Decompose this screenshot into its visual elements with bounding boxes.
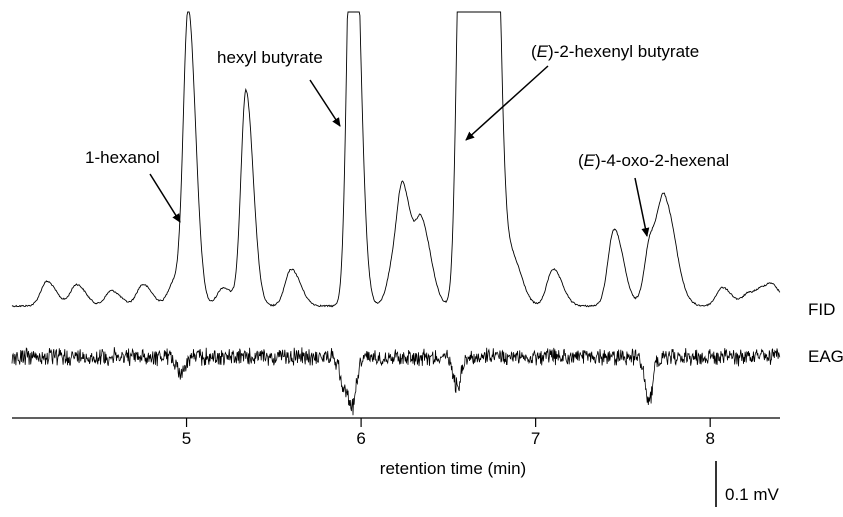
arrow-hexyl-butyrate — [309, 79, 341, 127]
annotation-hexyl-butyrate: hexyl butyrate — [217, 48, 323, 67]
annotation-e-2-italic-e: E — [537, 42, 549, 61]
trace-label-eag: EAG — [808, 347, 843, 366]
x-tick-label: 6 — [356, 429, 365, 448]
scale-bar-label: 0.1 mV — [725, 485, 780, 504]
trace-label-fid: FID — [808, 300, 835, 319]
arrow-e-2-hexenyl-butyrate — [465, 65, 549, 141]
x-tick-label: 5 — [182, 429, 191, 448]
x-tick-label: 7 — [531, 429, 540, 448]
x-axis-title: retention time (min) — [380, 459, 526, 478]
x-tick-label: 8 — [705, 429, 714, 448]
arrow-1-hexanol — [149, 173, 181, 223]
annotation-e-4-italic-e: E — [584, 151, 596, 170]
fid-trace — [11, 11, 781, 308]
x-tick-labels: 5 6 7 8 — [182, 418, 715, 448]
eag-trace — [11, 347, 781, 416]
annotation-1-hexanol: 1-hexanol — [85, 148, 160, 167]
annotation-e-2-hexenyl-butyrate: (E)-2-hexenyl butyrate — [531, 42, 699, 61]
arrow-e-4-oxo-2-hexenal — [634, 177, 650, 237]
annotation-e-4-oxo-2-hexenal: (E)-4-oxo-2-hexenal — [578, 151, 729, 170]
annotation-e-2-rest: -2-hexenyl butyrate — [554, 42, 700, 61]
annotation-e-4-rest: -4-oxo-2-hexenal — [601, 151, 730, 170]
